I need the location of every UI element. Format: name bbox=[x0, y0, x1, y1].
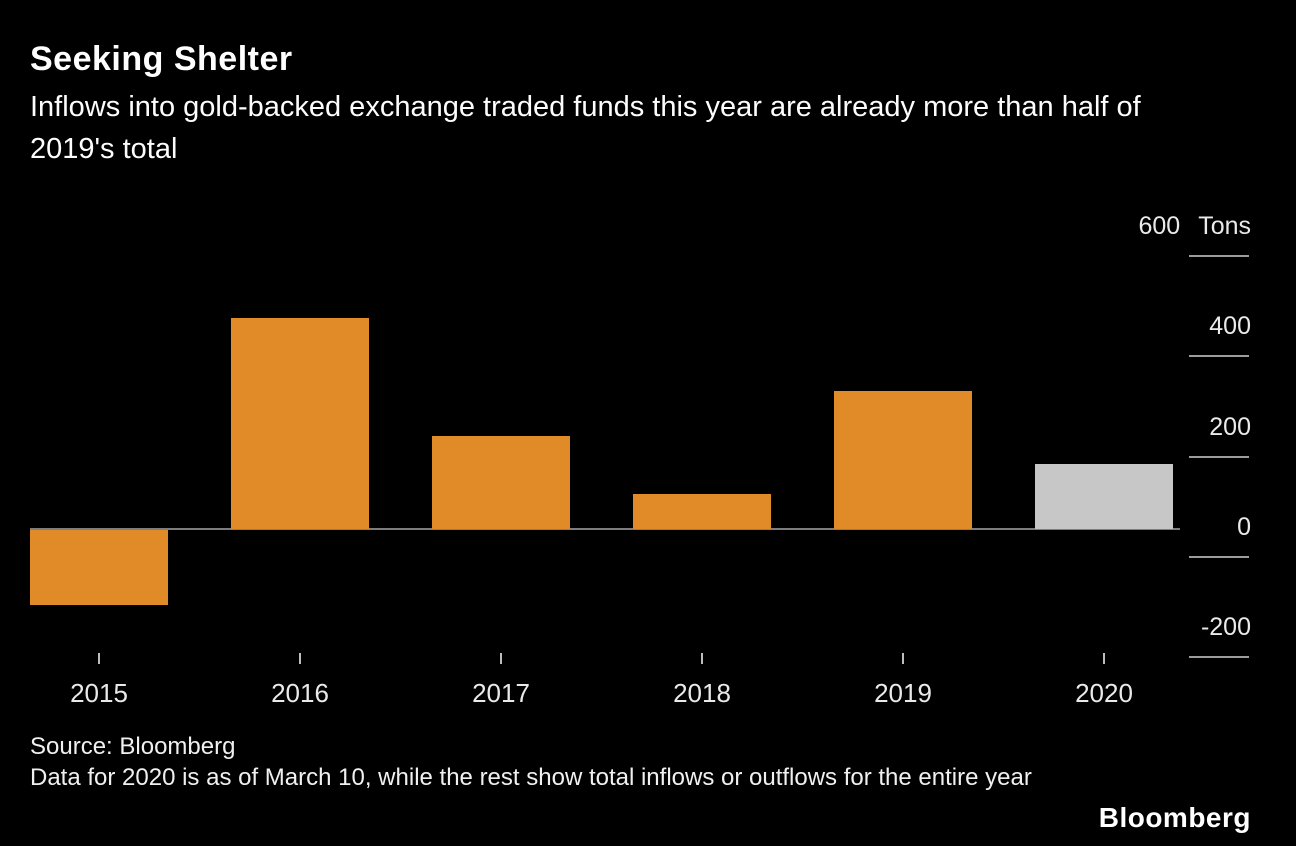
chart-title: Seeking Shelter bbox=[30, 40, 293, 78]
y-label-200: 200 bbox=[1209, 413, 1251, 442]
x-label-2019: 2019 bbox=[874, 678, 932, 708]
y-gridline-stub bbox=[1189, 355, 1249, 358]
x-axis: 2015 2016 2017 2018 2019 2020 bbox=[30, 649, 1190, 739]
y-label-400: 400 bbox=[1209, 312, 1251, 341]
source-line: Source: Bloomberg bbox=[30, 733, 236, 760]
y-label-600: 600 Tons bbox=[1138, 212, 1251, 241]
y-tick-value: 400 bbox=[1209, 312, 1251, 341]
chart-subtitle: Inflows into gold-backed exchange traded… bbox=[30, 91, 1141, 165]
x-label-2016: 2016 bbox=[271, 678, 329, 708]
bar-2019 bbox=[834, 390, 972, 529]
y-gridline-stub bbox=[1189, 555, 1249, 558]
y-tick-value: 0 bbox=[1237, 512, 1251, 541]
x-tick bbox=[902, 653, 904, 664]
x-label-2020: 2020 bbox=[1075, 678, 1133, 708]
zero-baseline bbox=[30, 527, 1180, 530]
x-label-2015: 2015 bbox=[70, 678, 128, 708]
bar-2015 bbox=[30, 529, 168, 605]
x-tick bbox=[500, 653, 502, 664]
y-label-0: 0 bbox=[1237, 513, 1251, 542]
x-label-2017: 2017 bbox=[472, 678, 530, 708]
y-gridline-stub bbox=[1189, 255, 1249, 257]
plot-area bbox=[30, 228, 1180, 629]
bar-2020 bbox=[1035, 463, 1173, 529]
footnote: Data for 2020 is as of March 10, while t… bbox=[30, 764, 1032, 791]
x-tick bbox=[1103, 653, 1105, 664]
x-label-2018: 2018 bbox=[673, 678, 731, 708]
bar-2016 bbox=[231, 318, 369, 529]
y-tick-value: -200 bbox=[1200, 613, 1251, 641]
bar-2017 bbox=[432, 436, 570, 529]
bar-2018 bbox=[633, 493, 771, 529]
bloomberg-logo: Bloomberg bbox=[1098, 802, 1251, 833]
x-tick bbox=[701, 653, 703, 664]
y-tick-value: 200 bbox=[1209, 412, 1251, 441]
y-gridline-stub bbox=[1189, 656, 1249, 658]
x-tick bbox=[299, 653, 301, 664]
y-label--200: -200 bbox=[1201, 613, 1251, 642]
x-tick bbox=[98, 653, 100, 664]
y-axis-unit: Tons bbox=[1198, 212, 1251, 240]
y-axis: 600 Tons 400 200 0 -200 bbox=[1100, 0, 1251, 846]
y-tick-value: 600 bbox=[1138, 212, 1181, 240]
y-gridline-stub bbox=[1189, 455, 1249, 458]
